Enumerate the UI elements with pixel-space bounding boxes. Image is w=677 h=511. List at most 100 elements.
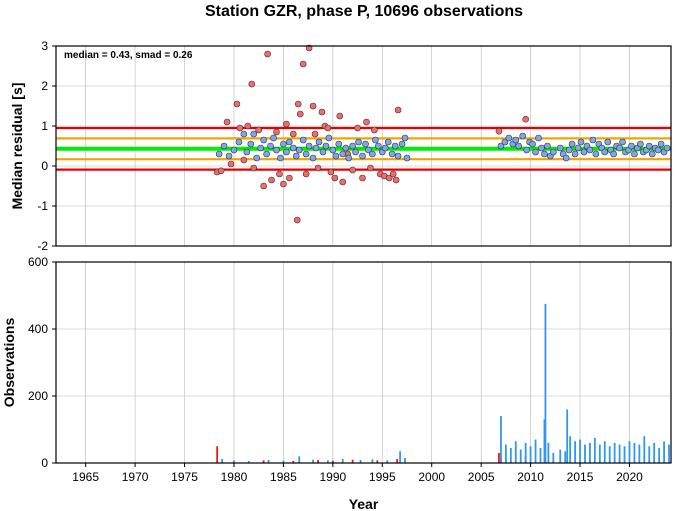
obs-bar-blue-4	[282, 460, 285, 463]
year-tick-label-1990: 1990	[319, 470, 346, 484]
residual-point-56	[497, 142, 505, 150]
obs-bar-blue-50	[668, 444, 670, 463]
obs-bar-blue-12	[399, 451, 401, 463]
outlier-point-1	[217, 167, 225, 175]
residual-point-81	[580, 148, 588, 156]
residual-point-14	[270, 134, 277, 142]
year-tick-label-1970: 1970	[122, 470, 149, 484]
residual-point-53	[398, 140, 406, 148]
residual-point-40	[355, 138, 362, 146]
residual-point-98	[631, 150, 638, 158]
obs-bar-blue-26	[552, 452, 555, 463]
outlier-point-9	[250, 164, 258, 172]
residual-point-52	[394, 152, 402, 160]
residual-point-61	[515, 142, 523, 150]
residual-point-54	[401, 134, 409, 142]
residual-point-6	[243, 148, 251, 156]
year-tick-label-2005: 2005	[468, 470, 495, 484]
obs-bar-blue-22	[539, 447, 542, 463]
year-tick-label-1980: 1980	[221, 470, 248, 484]
residual-point-65	[529, 140, 536, 148]
residual-y-ticks: -2 -1 0 1 2 3	[37, 39, 56, 253]
outlier-point-12	[264, 50, 271, 58]
residual-point-38	[349, 142, 356, 150]
obs-bar-blue-8	[341, 458, 344, 463]
residual-point-8	[250, 130, 258, 138]
observations-grid	[56, 261, 671, 464]
residual-point-67	[535, 134, 542, 142]
residual-point-18	[283, 148, 290, 156]
observations-panel: 0 200 400 600 1965 1970 1975 1980 1985 1990 1995 2…	[1, 255, 672, 511]
obs-bar-blue-10	[371, 459, 374, 463]
obs-bar-blue-16	[509, 447, 512, 463]
obs-bar-blue-37	[603, 441, 606, 463]
obs-bar-blue-49	[663, 441, 665, 463]
obs-bar-blue-38	[608, 446, 611, 463]
obs-bar-blue-2	[247, 460, 250, 463]
residual-point-51	[391, 142, 399, 150]
residual-point-55	[403, 154, 411, 162]
outlier-point-4	[233, 100, 241, 108]
year-x-axis-title: Year	[349, 496, 379, 511]
observations-ytick-label-400: 400	[28, 322, 48, 336]
residual-point-29	[319, 148, 327, 156]
residual-point-27	[312, 144, 320, 152]
obs-bar-blue-1	[233, 460, 235, 463]
obs-bar-blue-42	[628, 441, 631, 463]
residual-ytick-label-3: 3	[41, 39, 48, 53]
residual-point-44	[369, 150, 376, 158]
residual-point-42	[362, 140, 369, 148]
residual-ytick-label-0: 0	[41, 159, 48, 173]
obs-bar-blue-21	[534, 439, 537, 463]
residual-point-5	[240, 130, 248, 138]
residual-point-76	[565, 146, 573, 154]
median-smad-annotation: median = 0.43, smad = 0.26	[64, 50, 193, 61]
year-tick-label-2000: 2000	[418, 470, 445, 484]
obs-bar-blue-45	[643, 436, 646, 463]
obs-bar-blue-14	[500, 416, 502, 463]
residual-point-12	[263, 150, 270, 158]
residual-ytick-label-1: 1	[41, 119, 48, 133]
obs-bar-blue-17	[514, 441, 517, 463]
obs-bar-blue-40	[618, 444, 621, 463]
residual-point-3	[230, 146, 238, 154]
outlier-point-37	[349, 166, 356, 174]
residual-point-80	[577, 138, 585, 146]
obs-bar-blue-32	[579, 439, 581, 463]
outlier-point-14	[273, 128, 280, 136]
residual-point-57	[501, 138, 509, 146]
obs-bar-blue-35	[593, 437, 596, 463]
residual-point-39	[352, 148, 359, 156]
outlier-point-23	[299, 60, 307, 68]
observations-ytick-label-0: 0	[41, 456, 48, 470]
outlier-point-6	[240, 156, 248, 164]
outlier-point-5	[236, 124, 244, 132]
residual-point-103	[645, 142, 653, 150]
residual-point-11	[260, 136, 267, 144]
obs-bar-blue-0	[221, 458, 224, 463]
obs-bar-red-3	[317, 459, 319, 463]
residual-point-9	[253, 154, 261, 162]
obs-bar-red-5	[351, 459, 354, 463]
outlier-point-18	[286, 174, 293, 182]
residual-point-97	[628, 142, 635, 150]
obs-bar-red-6	[376, 460, 379, 463]
residual-point-25	[305, 142, 313, 150]
outlier-point-39	[359, 174, 366, 182]
obs-bar-blue-48	[658, 447, 661, 463]
residual-point-91	[610, 150, 617, 158]
outlier-point-16	[280, 180, 287, 188]
obs-bar-blue-43	[633, 442, 636, 463]
residual-point-22	[295, 146, 303, 154]
outlier-point-29	[318, 108, 326, 116]
outlier-point-22	[296, 110, 304, 118]
obs-bar-blue-5	[298, 456, 301, 463]
outlier-point-26	[309, 102, 317, 110]
outlier-point-48	[394, 106, 402, 114]
residual-point-10	[257, 144, 264, 152]
obs-bar-blue-15	[504, 444, 507, 463]
outlier-point-35	[339, 178, 347, 186]
residual-point-73	[556, 144, 564, 152]
obs-bar-blue-34	[589, 442, 591, 463]
